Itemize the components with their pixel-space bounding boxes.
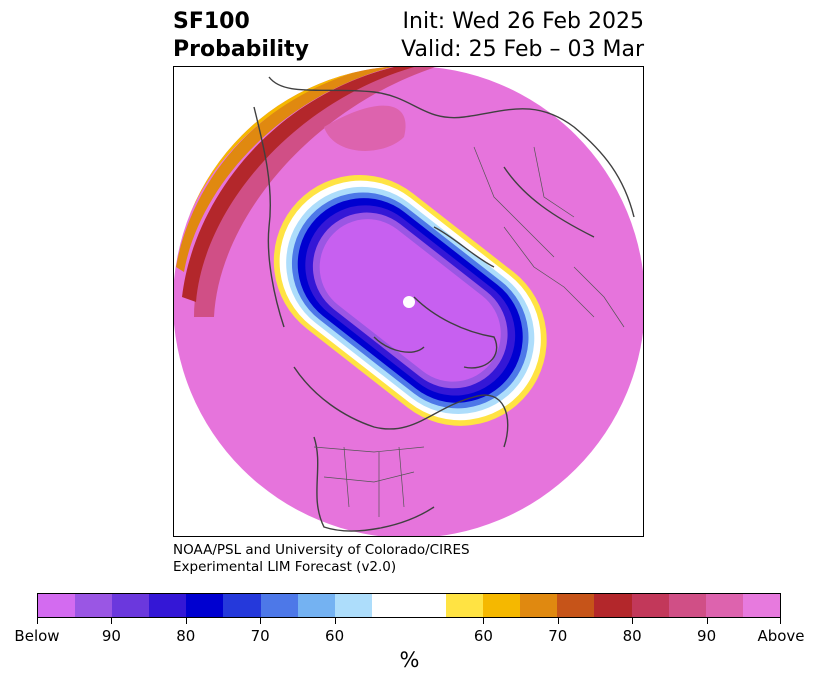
credit-line-2: Experimental LIM Forecast (v2.0) xyxy=(173,559,397,575)
colorbar-segment xyxy=(149,594,187,617)
colorbar-segment xyxy=(594,594,632,617)
colorbar xyxy=(37,593,781,618)
colorbar-segment xyxy=(631,594,669,617)
colorbar-tick xyxy=(111,618,113,624)
credit-text: NOAA/PSL and University of Colorado/CIRE… xyxy=(173,542,470,576)
colorbar-segment xyxy=(742,594,780,617)
colorbar-segment xyxy=(371,594,409,617)
colorbar-tick-label: 70 xyxy=(548,627,568,645)
product-name: SF100 xyxy=(173,9,250,34)
colorbar-segment xyxy=(557,594,595,617)
colorbar-tick xyxy=(334,618,336,624)
colorbar-segment xyxy=(223,594,261,617)
colorbar-tick-label: 90 xyxy=(697,627,717,645)
colorbar-tick-label: Below xyxy=(14,627,60,645)
colorbar-tick xyxy=(483,618,485,624)
colorbar-segment xyxy=(483,594,521,617)
colorbar-tick xyxy=(780,618,781,624)
colorbar-tick-label: Above xyxy=(757,627,805,645)
colorbar-segment xyxy=(75,594,113,617)
colorbar-tick-label: 60 xyxy=(325,627,345,645)
colorbar-tick-label: 80 xyxy=(176,627,196,645)
band-80 xyxy=(182,67,414,302)
band-90-patch xyxy=(324,105,406,151)
colorbar-segment xyxy=(668,594,706,617)
init-date: Init: Wed 26 Feb 2025 xyxy=(402,9,644,34)
variable-name: Probability xyxy=(173,37,309,62)
map-svg xyxy=(174,67,643,536)
coastlines xyxy=(253,76,635,532)
colorbar-segment xyxy=(112,594,150,617)
colorbar-tick xyxy=(632,618,634,624)
colorbar-tick-label: 70 xyxy=(250,627,270,645)
map-title: SF100 Probability xyxy=(173,8,309,64)
probability-map xyxy=(173,66,644,537)
pole-marker xyxy=(403,296,415,308)
colorbar-segment xyxy=(520,594,558,617)
valid-range: Valid: 25 Feb – 03 Mar xyxy=(401,37,644,62)
colorbar-tick xyxy=(37,618,38,624)
forecast-dates: Init: Wed 26 Feb 2025 Valid: 25 Feb – 03… xyxy=(401,8,644,64)
colorbar-tick-label: 90 xyxy=(101,627,121,645)
colorbar-segment xyxy=(38,594,76,617)
colorbar-segment xyxy=(186,594,224,617)
colorbar-tick xyxy=(260,618,262,624)
colorbar-tick xyxy=(557,618,559,624)
colorbar-tick xyxy=(185,618,187,624)
colorbar-segment xyxy=(297,594,335,617)
colorbar-segment xyxy=(408,594,447,617)
credit-line-1: NOAA/PSL and University of Colorado/CIRE… xyxy=(173,542,470,558)
colorbar-tick-label: 80 xyxy=(622,627,642,645)
colorbar-segment xyxy=(446,594,484,617)
political-borders xyxy=(313,146,625,517)
colorbar-tick xyxy=(706,618,708,624)
colorbar-segment xyxy=(260,594,298,617)
band-90 xyxy=(194,67,436,317)
colorbar-segment xyxy=(334,594,372,617)
colorbar-ticks: Below 90 80 70 60 60 70 80 90 Above xyxy=(0,618,819,648)
colorbar-segment xyxy=(705,594,743,617)
colorbar-unit: % xyxy=(399,648,420,672)
colorbar-tick-label: 60 xyxy=(473,627,493,645)
band-70 xyxy=(176,67,392,272)
